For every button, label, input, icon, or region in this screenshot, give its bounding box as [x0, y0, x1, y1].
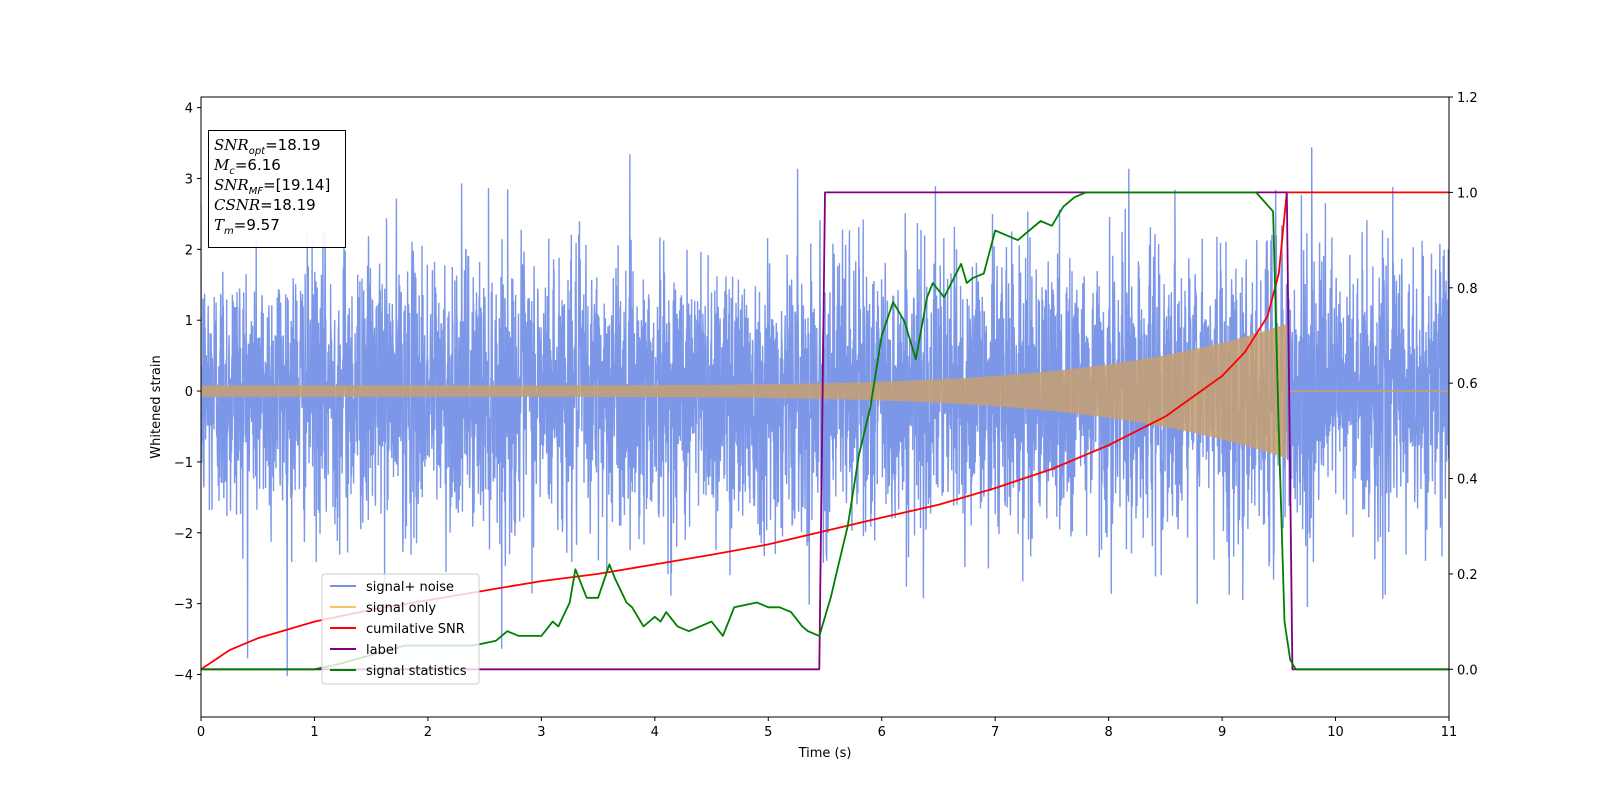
- y-left-tick-label: 3: [185, 172, 193, 187]
- x-tick-label: 5: [764, 725, 772, 740]
- info-merger-time: Tm=9.57: [214, 216, 280, 237]
- x-axis-label: Time (s): [798, 746, 852, 761]
- legend-label-label: label: [366, 643, 397, 658]
- x-tick-label: 4: [651, 725, 659, 740]
- y-left-tick-label: −2: [174, 527, 193, 542]
- x-tick-label: 10: [1327, 725, 1344, 740]
- plot-frame: [200, 96, 1450, 718]
- y-left-tick-label: −4: [174, 668, 193, 683]
- y-right-tick-label: 0.0: [1457, 663, 1478, 678]
- y-right-tick-label: 0.2: [1457, 568, 1478, 583]
- legend-label-signal-only: signal only: [366, 601, 436, 616]
- x-tick-label: 0: [197, 725, 205, 740]
- series-signal-statistics-line: [201, 191, 1449, 671]
- legend-frame: [321, 573, 480, 685]
- legend-label-signal-noise: signal+ noise: [366, 580, 454, 595]
- x-tick-label: 2: [424, 725, 432, 740]
- x-tick-label: 6: [878, 725, 886, 740]
- x-tick-label: 3: [537, 725, 545, 740]
- y-left-tick-label: 4: [185, 102, 193, 117]
- legend-label-signal-statistics: signal statistics: [366, 664, 467, 679]
- y-left-tick-label: 1: [185, 314, 193, 329]
- y-right-tick-label: 0.6: [1457, 377, 1478, 392]
- y-right-tick-label: 1.2: [1457, 91, 1478, 106]
- y-right-tick-label: 0.4: [1457, 473, 1478, 488]
- y-left-tick-label: 2: [185, 243, 193, 258]
- info-snr-mf: SNRMF=[19.14]: [214, 176, 331, 197]
- y-right-tick-label: 1.0: [1457, 186, 1478, 201]
- info-snr-opt: SNRopt=18.19: [214, 136, 321, 157]
- y-axis-label: Whitened strain: [149, 355, 164, 458]
- x-tick-label: 11: [1441, 725, 1458, 740]
- info-csnr: CSNR=18.19: [214, 196, 316, 214]
- y-left-tick-label: 0: [185, 385, 193, 400]
- x-tick-label: 1: [310, 725, 318, 740]
- legend: signal+ noise signal only cumilative SNR…: [321, 573, 480, 685]
- y-right-tick-label: 0.8: [1457, 282, 1478, 297]
- x-tick-label: 9: [1218, 725, 1226, 740]
- x-tick-label: 7: [991, 725, 999, 740]
- series-signal-only-envelope: [201, 323, 1287, 459]
- legend-label-cumulative-snr: cumilative SNR: [366, 622, 465, 637]
- x-tick-label: 8: [1104, 725, 1112, 740]
- info-chirp-mass: Mc=6.16: [214, 156, 281, 177]
- info-box: SNRopt=18.19 Mc=6.16 SNRMF=[19.14] CSNR=…: [208, 130, 346, 248]
- y-left-tick-label: −1: [174, 456, 193, 471]
- y-left-tick-label: −3: [174, 598, 193, 613]
